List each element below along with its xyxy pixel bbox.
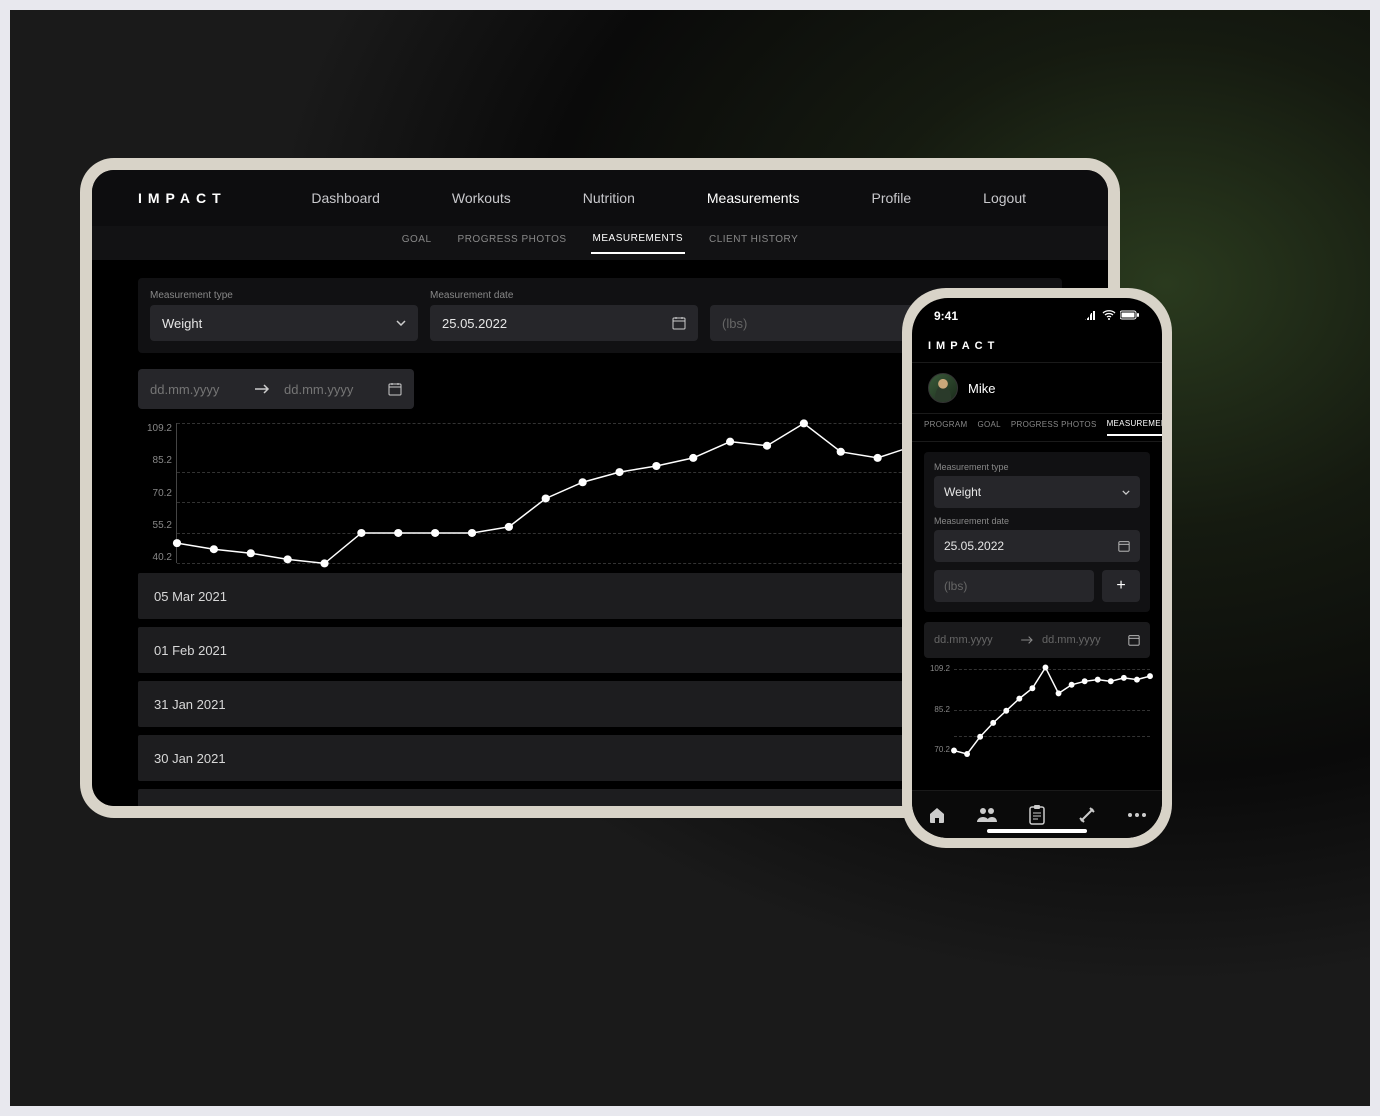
nav-logout[interactable]: Logout <box>947 190 1062 206</box>
phone-body: Measurement type Weight Measurement date… <box>912 442 1162 790</box>
phone-header: IMPACT <box>912 334 1162 362</box>
tablet-nav: DashboardWorkoutsNutritionMeasurementsPr… <box>275 190 1062 206</box>
status-time: 9:41 <box>934 309 958 323</box>
subnav-measurements[interactable]: MEASUREMENTS <box>591 233 685 254</box>
subnav-progress-photos[interactable]: PROGRESS PHOTOS <box>456 234 569 253</box>
phone-notch <box>982 298 1092 322</box>
input-measurement-date[interactable]: 25.05.2022 <box>934 530 1140 562</box>
tablet-subnav: GOAL PROGRESS PHOTOS MEASUREMENTS CLIENT HI… <box>92 226 1108 260</box>
nav-workouts[interactable] <box>1076 804 1098 826</box>
wifi-icon <box>1102 309 1116 323</box>
nav-measurements[interactable]: Measurements <box>671 190 836 206</box>
calendar-icon <box>1118 540 1130 552</box>
chevron-down-icon <box>396 320 406 326</box>
value-placeholder: (lbs) <box>722 316 747 331</box>
user-row[interactable]: Mike <box>912 362 1162 414</box>
value-row: (lbs) + <box>934 570 1140 602</box>
nav-workouts[interactable]: Workouts <box>416 190 547 206</box>
calendar-icon <box>672 316 686 330</box>
phone-screen: 9:41 IMPACT Mike PROGRAM GOAL PROGRESS PHO… <box>912 298 1162 838</box>
nav-clipboard[interactable] <box>1026 804 1048 826</box>
stage-background: IMPACT DashboardWorkoutsNutritionMeasure… <box>10 10 1370 1106</box>
field-measurement-type: Measurement type Weight <box>150 290 418 341</box>
input-measurement-value[interactable]: (lbs) <box>934 570 1094 602</box>
battery-icon <box>1120 309 1140 323</box>
nav-dashboard[interactable]: Dashboard <box>275 190 416 206</box>
date-value: 25.05.2022 <box>944 539 1004 553</box>
select-value: Weight <box>944 485 981 499</box>
calendar-icon <box>388 382 402 396</box>
date-from-placeholder: dd.mm.yyyy <box>934 634 1012 646</box>
tab-measurements[interactable]: MEASUREMENTS <box>1107 419 1162 436</box>
weight-chart: 109.285.270.2 <box>924 664 1150 754</box>
status-indicators <box>1084 309 1140 323</box>
date-range-picker[interactable] <box>138 369 414 409</box>
label-measurement-type: Measurement type <box>934 462 1140 472</box>
subnav-client-history[interactable]: CLIENT HISTORY <box>707 234 800 253</box>
calendar-icon <box>1128 634 1140 646</box>
select-measurement-type[interactable]: Weight <box>934 476 1140 508</box>
chart-y-labels: 109.285.270.255.240.2 <box>138 423 172 563</box>
select-value: Weight <box>162 316 202 331</box>
brand-logo: IMPACT <box>138 190 227 206</box>
value-placeholder: (lbs) <box>944 579 967 593</box>
avatar <box>928 373 958 403</box>
nav-profile[interactable]: Profile <box>835 190 947 206</box>
date-range-picker[interactable]: dd.mm.yyyy dd.mm.yyyy <box>924 622 1150 658</box>
label-measurement-date: Measurement date <box>934 516 1140 526</box>
arrow-right-icon <box>1020 635 1034 645</box>
chevron-down-icon <box>1122 490 1130 495</box>
plus-icon: + <box>1116 577 1125 595</box>
date-value: 25.05.2022 <box>442 316 507 331</box>
label-measurement-date: Measurement date <box>430 290 698 301</box>
home-indicator <box>987 829 1087 833</box>
measurement-form: Measurement type Weight Measurement date… <box>924 452 1150 612</box>
phone-tabs: PROGRAM GOAL PROGRESS PHOTOS MEASUREMENTS <box>912 414 1162 442</box>
add-button[interactable]: + <box>1102 570 1140 602</box>
phone-frame: 9:41 IMPACT Mike PROGRAM GOAL PROGRESS PHO… <box>902 288 1172 848</box>
field-measurement-date: Measurement date 25.05.2022 <box>430 290 698 341</box>
nav-clients[interactable] <box>976 804 998 826</box>
subnav-goal[interactable]: GOAL <box>400 234 434 253</box>
select-measurement-type[interactable]: Weight <box>150 305 418 341</box>
tab-program[interactable]: PROGRAM <box>924 420 967 435</box>
arrow-right-icon <box>254 383 270 395</box>
nav-nutrition[interactable]: Nutrition <box>547 190 671 206</box>
input-measurement-date[interactable]: 25.05.2022 <box>430 305 698 341</box>
tablet-header: IMPACT DashboardWorkoutsNutritionMeasure… <box>92 170 1108 226</box>
nav-more[interactable] <box>1126 804 1148 826</box>
date-to-input[interactable] <box>284 382 374 397</box>
user-name: Mike <box>968 381 995 396</box>
date-to-placeholder: dd.mm.yyyy <box>1042 634 1120 646</box>
chart-area <box>954 664 1150 754</box>
brand-logo: IMPACT <box>928 340 1146 352</box>
tab-progress-photos[interactable]: PROGRESS PHOTOS <box>1011 420 1097 435</box>
chart-y-labels: 109.285.270.2 <box>924 664 950 754</box>
label-measurement-type: Measurement type <box>150 290 418 301</box>
date-from-input[interactable] <box>150 382 240 397</box>
tab-goal[interactable]: GOAL <box>977 420 1000 435</box>
nav-home[interactable] <box>926 804 948 826</box>
